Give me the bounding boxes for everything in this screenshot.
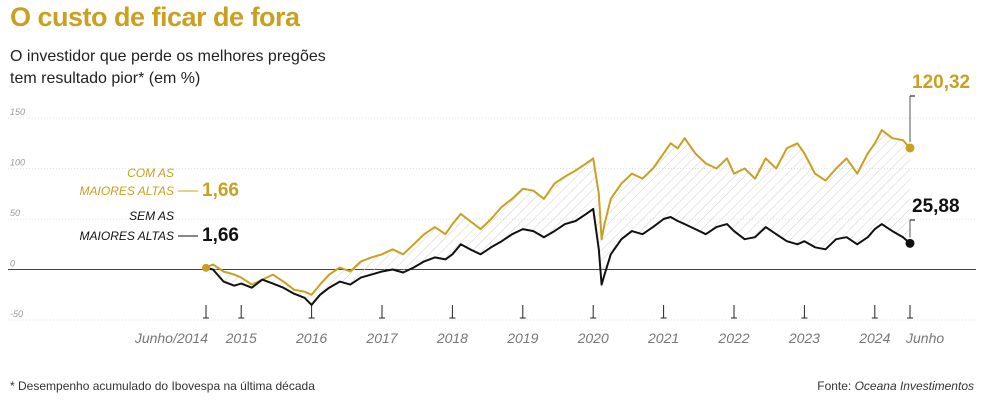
end-value-label: 120,32: [912, 72, 970, 93]
series-start-point: [202, 263, 210, 272]
source: Fonte: Oceana Investimentos: [817, 379, 974, 393]
series-name-label: COM AS: [127, 166, 174, 180]
x-tick-label: 2024: [858, 330, 890, 346]
x-tick-label: 2023: [788, 330, 820, 346]
y-tick-label: 100: [10, 158, 25, 168]
y-tick-label: 50: [10, 208, 20, 218]
x-tick-label: Junho/2014: [134, 330, 208, 346]
source-prefix: Fonte:: [817, 379, 855, 393]
x-tick-label: 2018: [436, 330, 468, 346]
series-line-sem-as-maiores-altas: [205, 207, 911, 306]
y-tick-label: -50: [10, 309, 23, 319]
series-name-label: MAIORES ALTAS: [80, 184, 174, 198]
x-tick-label: 2017: [365, 330, 398, 346]
series-name-label: MAIORES ALTAS: [80, 229, 174, 243]
x-tick-label: 2019: [506, 330, 538, 346]
series-end-point: [905, 238, 915, 248]
x-tick-label: 2020: [577, 330, 609, 346]
footnote: * Desempenho acumulado do Ibovespa na úl…: [10, 379, 315, 393]
y-tick-label: 150: [10, 107, 25, 117]
x-tick-label: 2021: [647, 330, 679, 346]
chart-title: O custo de ficar de fora: [10, 2, 300, 32]
series-start-value: 1,66: [202, 225, 239, 246]
x-tick-label: 2016: [295, 330, 327, 346]
x-tick-label: Junho: [905, 330, 944, 346]
end-value-label: 25,88: [912, 196, 960, 217]
series-name-label: SEM AS: [129, 209, 174, 223]
source-name: Oceana Investimentos: [854, 379, 974, 393]
series-line-com-as-maiores-altas: [205, 129, 911, 296]
series-end-point: [905, 143, 915, 153]
x-tick-label: 2022: [717, 330, 749, 346]
gap-hatched-area: [206, 130, 910, 305]
chart-subtitle: O investidor que perde os melhores pregõ…: [10, 48, 326, 87]
x-tick-label: 2015: [225, 330, 257, 346]
series-start-value: 1,66: [202, 180, 239, 201]
y-tick-label: 0: [10, 259, 15, 269]
